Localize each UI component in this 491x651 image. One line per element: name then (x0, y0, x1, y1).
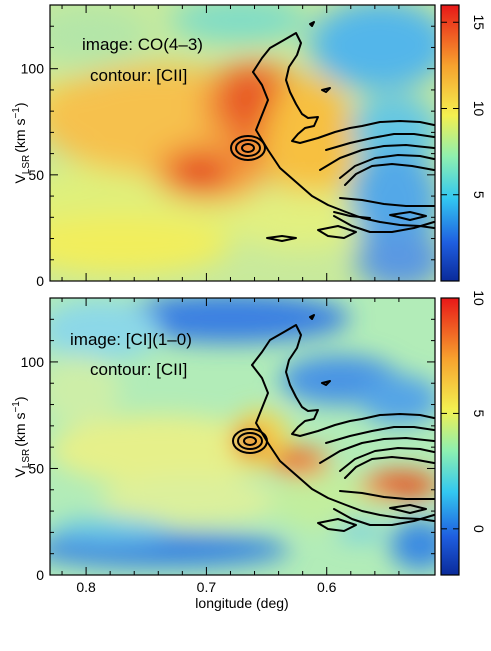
ylabel-exp-bottom: −1 (11, 401, 22, 413)
colorbar-ticks-bottom: 0 5 10 (441, 290, 487, 533)
ylabel-close-bottom: ) (12, 396, 28, 401)
cbar-tick-label-top-1: 10 (471, 101, 487, 117)
colorbar-bottom (441, 298, 459, 575)
cbar-tick-label-bottom-1: 5 (471, 410, 487, 418)
cbar-tick-label-bottom-0: 0 (471, 525, 487, 533)
colorbar-top (441, 5, 459, 281)
ylabel-top: VLSR (km s−1) (11, 102, 32, 183)
heatmap-bottom (50, 298, 435, 575)
heatmap-top (50, 5, 435, 281)
y-tick-label-top-0: 0 (36, 273, 44, 289)
colorbar-frame-top (440, 4, 460, 282)
contours-bottom (232, 314, 435, 532)
colorbar-ticks-top: 5 10 15 (441, 14, 487, 199)
y-tick-label-bottom-0: 0 (36, 567, 44, 583)
plot-frame-top (49, 4, 436, 282)
panel-top: 0 50 100 image: CO(4–3) contour: [CII] VLS… (11, 4, 487, 289)
y-tick-label-top-1: 50 (28, 167, 44, 183)
cbar-tick-label-top-2: 15 (471, 14, 487, 30)
image-label-top: image: CO(4–3) (82, 35, 203, 54)
ylabel-sub-bottom: LSR (21, 449, 32, 468)
x-tick-label-0: 0.8 (76, 579, 96, 595)
colorbar-frame-bottom (440, 297, 460, 576)
y-tick-label-bottom-1: 50 (28, 460, 44, 476)
y-tick-label-bottom-2: 100 (21, 354, 45, 370)
x-tick-label-1: 0.7 (197, 579, 217, 595)
contour-label-top: contour: [CII] (90, 66, 187, 85)
ylabel-exp-top: −1 (11, 107, 22, 119)
ylabel-main-top: V (12, 174, 28, 184)
ylabel-sub-top: LSR (21, 155, 32, 174)
image-label-bottom: image: [CI](1–0) (70, 330, 192, 349)
ylabel-close-top: ) (12, 102, 28, 107)
ylabel-main-bottom: V (12, 468, 28, 478)
ylabel-bottom: VLSR (km s−1) (11, 396, 32, 477)
cbar-tick-label-bottom-2: 10 (471, 290, 487, 306)
cbar-tick-label-top-0: 5 (471, 191, 487, 199)
axis-ticks-bottom: 0.8 0.7 0.6 0 50 100 (21, 298, 435, 595)
contour-label-bottom: contour: [CII] (90, 360, 187, 379)
ylabel-unit-top: (km s (12, 119, 28, 153)
contours-top (230, 21, 435, 242)
x-axis-label: longitude (deg) (195, 595, 288, 611)
axis-ticks-top: 0 50 100 (21, 5, 435, 289)
x-tick-label-2: 0.6 (317, 579, 337, 595)
y-tick-label-top-2: 100 (21, 61, 45, 77)
svg-text:VLSR(km s−1): VLSR (km s−1) (11, 396, 32, 477)
svg-text:VLSR(km s−1): VLSR (km s−1) (11, 102, 32, 183)
ylabel-unit-bottom: (km s (12, 413, 28, 447)
plot-frame-bottom (49, 297, 436, 576)
